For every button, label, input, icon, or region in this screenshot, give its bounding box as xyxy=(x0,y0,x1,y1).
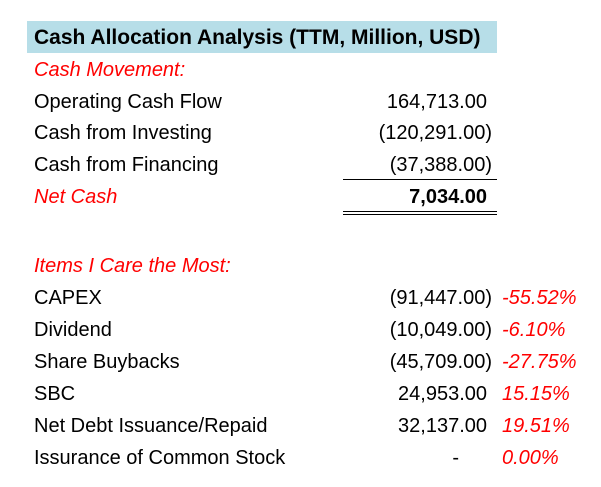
row-value: 32,137.00 xyxy=(398,415,487,437)
table-row[interactable]: Dividend (10,049.00) -6.10% xyxy=(0,314,601,346)
row-value: 24,953.00 xyxy=(398,383,487,405)
row-label: Share Buybacks xyxy=(34,351,180,373)
row-label: CAPEX xyxy=(34,287,102,309)
table-row[interactable]: Operating Cash Flow 164,713.00 xyxy=(0,86,601,118)
row-percent: -55.52% xyxy=(502,287,577,309)
table-row[interactable]: Net Debt Issuance/Repaid 32,137.00 19.51… xyxy=(0,410,601,442)
sum-top-border xyxy=(343,179,497,180)
row-value: (91,447.00) xyxy=(389,287,492,309)
row-label: Net Debt Issuance/Repaid xyxy=(34,415,268,437)
row-label: Dividend xyxy=(34,319,112,341)
net-cash-row[interactable]: Net Cash 7,034.00 xyxy=(0,181,601,213)
row-value: (45,709.00) xyxy=(389,351,492,373)
section-row[interactable]: Items I Care the Most: xyxy=(0,250,601,282)
items-heading: Items I Care the Most: xyxy=(34,255,231,277)
double-underline-bottom xyxy=(343,214,497,215)
row-percent: 0.00% xyxy=(502,447,559,469)
row-label: Issurance of Common Stock xyxy=(34,447,286,469)
table-row[interactable]: Cash from Investing (120,291.00) xyxy=(0,117,601,149)
net-cash-label: Net Cash xyxy=(34,186,118,208)
row-percent: 19.51% xyxy=(502,415,570,437)
table-row[interactable]: SBC 24,953.00 15.15% xyxy=(0,378,601,410)
title-cell[interactable] xyxy=(27,21,497,53)
net-cash-value: 7,034.00 xyxy=(409,186,487,208)
table-row[interactable]: Share Buybacks (45,709.00) -27.75% xyxy=(0,346,601,378)
table-row[interactable]: CAPEX (91,447.00) -55.52% xyxy=(0,282,601,314)
row-percent: 15.15% xyxy=(502,383,570,405)
section-row[interactable]: Cash Movement: xyxy=(0,54,601,86)
double-underline-top xyxy=(343,211,497,212)
table-row[interactable]: Issurance of Common Stock - 0.00% xyxy=(0,442,601,474)
cash-movement-heading: Cash Movement: xyxy=(34,59,186,81)
row-value: 164,713.00 xyxy=(386,91,487,113)
row-label: Cash from Financing xyxy=(34,154,219,176)
row-value: (120,291.00) xyxy=(378,122,492,144)
row-value: - xyxy=(452,447,459,469)
row-value: (10,049.00) xyxy=(389,319,492,341)
sheet-title: Cash Allocation Analysis (TTM, Million, … xyxy=(34,26,481,49)
table-row[interactable]: Cash from Financing (37,388.00) xyxy=(0,149,601,181)
row-value: (37,388.00) xyxy=(389,154,492,176)
row-label: Cash from Investing xyxy=(34,122,212,144)
row-label: Operating Cash Flow xyxy=(34,91,222,113)
row-percent: -27.75% xyxy=(502,351,577,373)
row-percent: -6.10% xyxy=(502,319,566,341)
row-label: SBC xyxy=(34,383,76,405)
